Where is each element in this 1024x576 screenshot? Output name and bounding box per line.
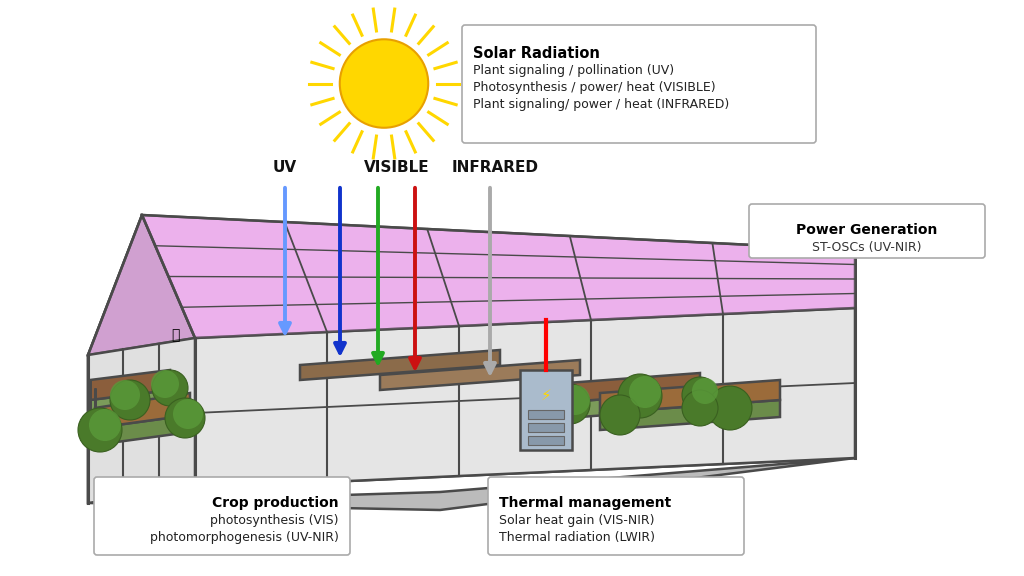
Circle shape	[560, 385, 590, 415]
Polygon shape	[88, 458, 855, 510]
Polygon shape	[528, 423, 564, 432]
Circle shape	[152, 370, 188, 406]
Text: Photosynthesis / power/ heat (VISIBLE): Photosynthesis / power/ heat (VISIBLE)	[473, 81, 716, 94]
Text: INFRARED: INFRARED	[452, 160, 539, 175]
Polygon shape	[88, 215, 195, 355]
Text: ⚡: ⚡	[541, 388, 551, 403]
Text: UV: UV	[273, 160, 297, 175]
Text: Crop production: Crop production	[212, 496, 339, 510]
Text: Thermal management: Thermal management	[499, 496, 672, 510]
Polygon shape	[600, 380, 780, 413]
Circle shape	[618, 374, 662, 418]
Text: ST-OSCs (UV-NIR): ST-OSCs (UV-NIR)	[812, 241, 922, 254]
Polygon shape	[95, 415, 190, 445]
Circle shape	[708, 386, 752, 430]
Text: Solar heat gain (VIS-NIR): Solar heat gain (VIS-NIR)	[499, 514, 654, 527]
Circle shape	[173, 399, 203, 429]
FancyBboxPatch shape	[94, 477, 350, 555]
Circle shape	[110, 380, 140, 410]
Circle shape	[165, 398, 205, 438]
Polygon shape	[528, 436, 564, 445]
Circle shape	[151, 370, 179, 398]
Circle shape	[110, 380, 150, 420]
FancyBboxPatch shape	[462, 25, 816, 143]
Polygon shape	[90, 370, 170, 400]
Polygon shape	[520, 370, 572, 450]
Polygon shape	[195, 308, 855, 488]
Text: photosynthesis (VIS): photosynthesis (VIS)	[211, 514, 339, 527]
Text: Thermal radiation (LWIR): Thermal radiation (LWIR)	[499, 531, 655, 544]
Text: Plant signaling / pollination (UV): Plant signaling / pollination (UV)	[473, 64, 674, 77]
FancyBboxPatch shape	[488, 477, 744, 555]
Text: Solar Radiation: Solar Radiation	[473, 46, 600, 61]
Polygon shape	[380, 360, 580, 390]
Polygon shape	[600, 400, 780, 430]
Polygon shape	[540, 373, 700, 404]
Circle shape	[89, 409, 121, 441]
Polygon shape	[300, 350, 500, 380]
Polygon shape	[540, 392, 700, 420]
Text: 🐝: 🐝	[171, 328, 179, 342]
Circle shape	[629, 376, 662, 408]
Text: Plant signaling/ power / heat (INFRARED): Plant signaling/ power / heat (INFRARED)	[473, 98, 729, 111]
Text: VISIBLE: VISIBLE	[365, 160, 430, 175]
Polygon shape	[90, 390, 170, 415]
Polygon shape	[528, 410, 564, 419]
Circle shape	[600, 395, 640, 435]
Circle shape	[550, 384, 590, 424]
Polygon shape	[88, 215, 195, 503]
FancyBboxPatch shape	[749, 204, 985, 258]
Polygon shape	[95, 393, 190, 428]
Polygon shape	[88, 338, 195, 503]
Circle shape	[682, 377, 718, 413]
Text: photomorphogenesis (UV-NIR): photomorphogenesis (UV-NIR)	[151, 531, 339, 544]
Circle shape	[692, 378, 718, 404]
Polygon shape	[195, 308, 855, 488]
Polygon shape	[142, 215, 855, 338]
Circle shape	[78, 408, 122, 452]
Circle shape	[682, 390, 718, 426]
Text: Power Generation: Power Generation	[797, 223, 938, 237]
Circle shape	[340, 39, 428, 128]
